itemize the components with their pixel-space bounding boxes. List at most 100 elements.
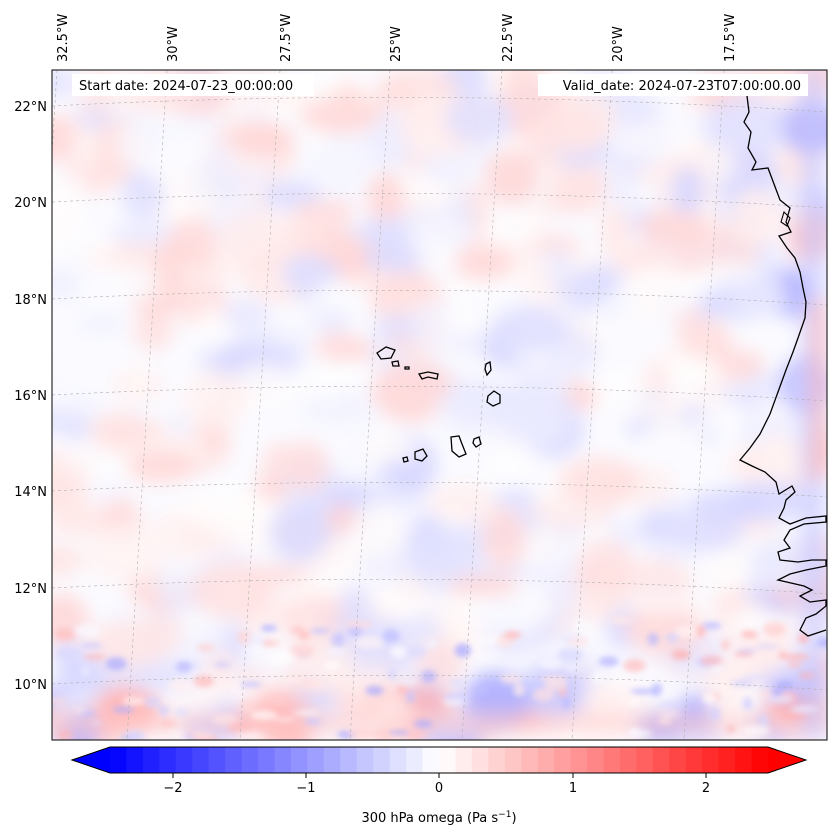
field-detail [323,662,341,670]
field-detail [260,624,277,632]
field-detail [214,662,230,668]
field-detail [390,646,407,659]
field-detail [702,621,722,630]
lon-label-25w: 25°W [389,26,404,62]
colorbar-segment [110,747,127,773]
field-detail [727,725,735,733]
colorbar-segment [389,747,407,773]
colorbar: −2 −1 0 1 2 300 hPa omega (Pa s−1) [70,746,808,826]
colorbar-tick-0: 0 [435,781,443,796]
field-detail [227,721,253,733]
field-cell [501,70,545,88]
colorbar-segment [652,747,670,773]
lon-label-20w: 20°W [611,26,626,62]
valid-date-label: Valid_date: 2024-07-23T07:00:00.00 [563,79,801,94]
field-cell [56,672,101,696]
colorbar-segment [455,747,473,773]
island-sal [484,361,492,377]
field-detail [290,644,315,658]
latitude-labels: 22°N 20°N 18°N 16°N 14°N 12°N 10°N [14,100,47,693]
field-cell [752,250,791,273]
longitude-labels: 32.5°W 30°W 27.5°W 25°W 22.5°W 20°W 17.5… [56,14,738,62]
colorbar-tick-2: 2 [702,781,710,796]
colorbar-segment [258,747,275,773]
island-brava [402,456,409,463]
island-maio [472,436,482,448]
meridian-gridline [52,70,58,159]
field-detail [397,685,409,694]
field-cell [232,362,296,405]
field-cell [528,106,608,155]
colorbar-segment [439,747,456,773]
field-detail [197,644,215,652]
field-cell [407,613,442,646]
field-detail [326,647,345,657]
field-detail [56,648,82,658]
field-detail [398,678,417,686]
colorbar-segment [373,747,391,773]
cape-verde-islands [376,346,501,463]
field-cell [517,248,553,300]
field-cell [191,561,276,619]
colorbar-segment [702,747,720,773]
field-detail [564,661,580,672]
field-detail [421,670,436,683]
field-detail [790,705,818,713]
meridian-gridline [461,70,503,740]
field-detail [237,732,265,740]
parallel-gridline [52,675,827,691]
field-detail [767,694,793,704]
field-detail [500,673,522,684]
field-cell [640,367,672,395]
field-detail [771,689,784,696]
field-cell [454,243,516,281]
field-detail [279,674,305,683]
field-detail [112,706,135,713]
field-cell [284,440,329,493]
field-detail [775,681,794,690]
field-cell [133,311,174,351]
field-cell [346,503,404,558]
field-cell [121,173,165,220]
field-detail [742,697,753,710]
field-detail [758,714,769,728]
field-cell [558,456,640,506]
field-detail [567,637,589,647]
field-detail [296,678,321,688]
colorbar-max-extension [768,747,806,773]
start-date-label: Start date: 2024-07-23_00:00:00 [79,79,293,94]
field-detail [105,657,127,671]
colorbar-segment [290,747,308,773]
field-detail [532,688,555,702]
field-detail [721,639,730,651]
field-detail [598,656,619,667]
field-cell [52,187,84,251]
field-detail [760,689,771,699]
parallel-gridline [52,579,827,595]
field-detail [160,719,175,728]
field-cell [622,590,701,613]
lat-label-22n: 22°N [14,100,47,115]
colorbar-tick-neg1: −1 [296,781,315,796]
field-detail [290,626,305,634]
parallel-gridline [52,290,827,306]
field-cell [52,544,83,577]
field-cell [165,218,218,269]
field-detail [272,716,296,722]
field-cell [730,480,808,522]
map-panel: Start date: 2024-07-23_00:00:00 Valid_da… [52,70,827,740]
field-detail [755,644,779,649]
field-cell [445,94,515,145]
field-detail [310,698,330,703]
field-detail [503,631,522,639]
field-detail [573,620,588,632]
field-cell [702,95,789,159]
colorbar-segment [208,747,226,773]
field-cell [222,299,270,331]
field-detail [451,679,463,687]
field-detail [667,679,691,687]
field-cell [698,401,742,437]
field-cell [105,419,164,444]
lon-label-32-5w: 32.5°W [56,14,71,62]
